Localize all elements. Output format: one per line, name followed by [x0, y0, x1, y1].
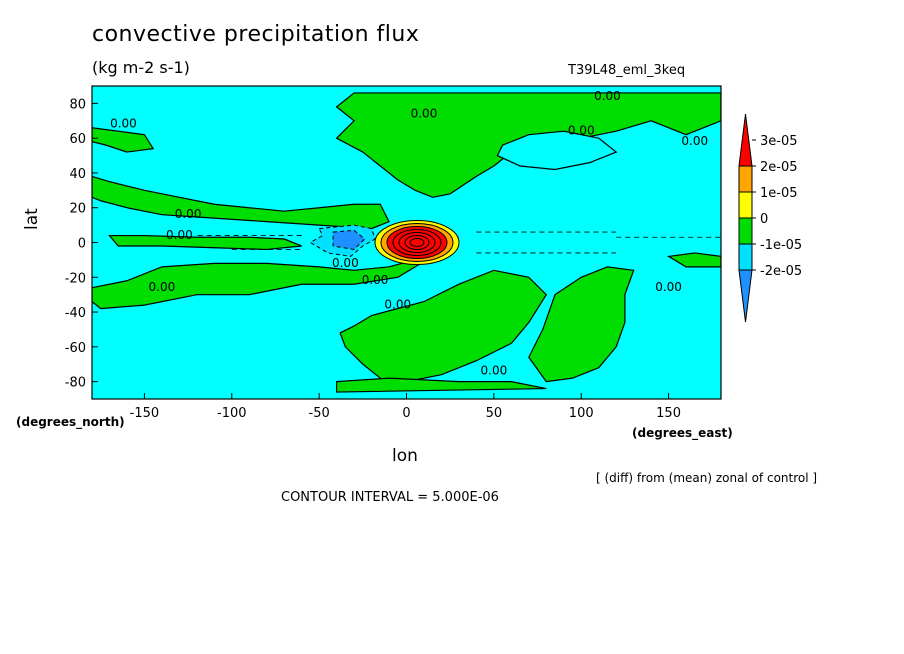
colorbar: -2e-05 -1e-05 0 1e-05 2e-05 3e-05	[738, 113, 802, 323]
x-tick-label: 100	[569, 406, 594, 421]
y-tick-label: 40	[69, 167, 86, 182]
contour-label: 0.00	[332, 256, 359, 270]
region-north-hole	[496, 130, 618, 171]
contour-label: 0.00	[655, 280, 682, 294]
x-axis-unit: (degrees_east)	[632, 426, 733, 440]
colorbar-top-arrow	[738, 113, 753, 167]
y-tick-label: -20	[65, 271, 86, 286]
chart-title: convective precipitation flux	[92, 22, 420, 47]
y-axis-label: lat	[22, 208, 42, 230]
colorbar-label: 3e-05	[760, 134, 798, 149]
colorbar-segment	[738, 191, 753, 219]
y-tick-label: -80	[65, 376, 86, 391]
x-axis-label: lon	[392, 446, 418, 466]
region-south-east	[528, 266, 635, 383]
chart-units: (kg m-2 s-1)	[92, 58, 190, 77]
region-south-bottom	[336, 377, 547, 393]
diff-annotation: [ (diff) from (mean) zonal of control ]	[596, 471, 818, 485]
negative-core	[332, 229, 366, 250]
x-tick-label: 50	[486, 406, 503, 421]
y-tick-label: -60	[65, 341, 86, 356]
y-tick-label: 0	[78, 237, 86, 252]
region-equator-strip	[108, 234, 302, 251]
contour-labels: 0.000.000.000.000.000.000.000.000.000.00…	[110, 89, 708, 378]
contour-label: 0.00	[681, 134, 708, 148]
contour-interval: CONTOUR INTERVAL = 5.000E-06	[281, 490, 499, 505]
y-axis-unit: (degrees_north)	[16, 415, 125, 429]
contour-label: 0.00	[110, 117, 137, 131]
colorbar-label: 0	[760, 212, 768, 227]
region-south-main	[339, 269, 548, 386]
contour-label: 0.00	[149, 280, 176, 294]
y-tick-label: 80	[69, 97, 86, 112]
colorbar-segment	[738, 243, 753, 271]
region-east-blob	[666, 252, 721, 268]
y-tick-label: 20	[69, 202, 86, 217]
run-id-label: T39L48_eml_3keq	[568, 63, 686, 78]
contour-label: 0.00	[362, 273, 389, 287]
x-tick-label: -150	[130, 406, 160, 421]
contour-label: 0.00	[166, 228, 193, 242]
y-tick-label: 60	[69, 132, 86, 147]
x-axis-ticks: -150 -100 -50 0 50 100 150	[130, 393, 681, 421]
colorbar-segment	[738, 165, 753, 193]
max-ring-6	[409, 238, 425, 247]
x-tick-label: -100	[217, 406, 247, 421]
contour-label: 0.00	[568, 124, 595, 138]
contour-label: 0.00	[384, 298, 411, 312]
x-tick-label: -50	[309, 406, 330, 421]
colorbar-label: 2e-05	[760, 160, 798, 175]
negative-contours	[196, 224, 721, 257]
equatorial-maximum	[374, 220, 460, 265]
colorbar-label: 1e-05	[760, 186, 798, 201]
colorbar-segment	[738, 217, 753, 245]
contour-label: 0.00	[481, 364, 508, 378]
y-axis-ticks: -80 -60 -40 -20 0 20 40 60 80	[65, 97, 98, 391]
contour-field	[92, 86, 721, 399]
contour-regions	[92, 92, 721, 393]
contour-label: 0.00	[594, 89, 621, 103]
x-tick-label: 150	[656, 406, 681, 421]
region-north-left-blob	[92, 127, 155, 153]
y-tick-label: -40	[65, 306, 86, 321]
region-north-band	[92, 175, 390, 230]
colorbar-bottom-arrow	[738, 269, 753, 323]
x-tick-label: 0	[402, 406, 410, 421]
contour-label: 0.00	[411, 106, 438, 120]
colorbar-label: -1e-05	[760, 238, 802, 253]
contour-label: 0.00	[175, 207, 202, 221]
colorbar-label: -2e-05	[760, 264, 802, 279]
